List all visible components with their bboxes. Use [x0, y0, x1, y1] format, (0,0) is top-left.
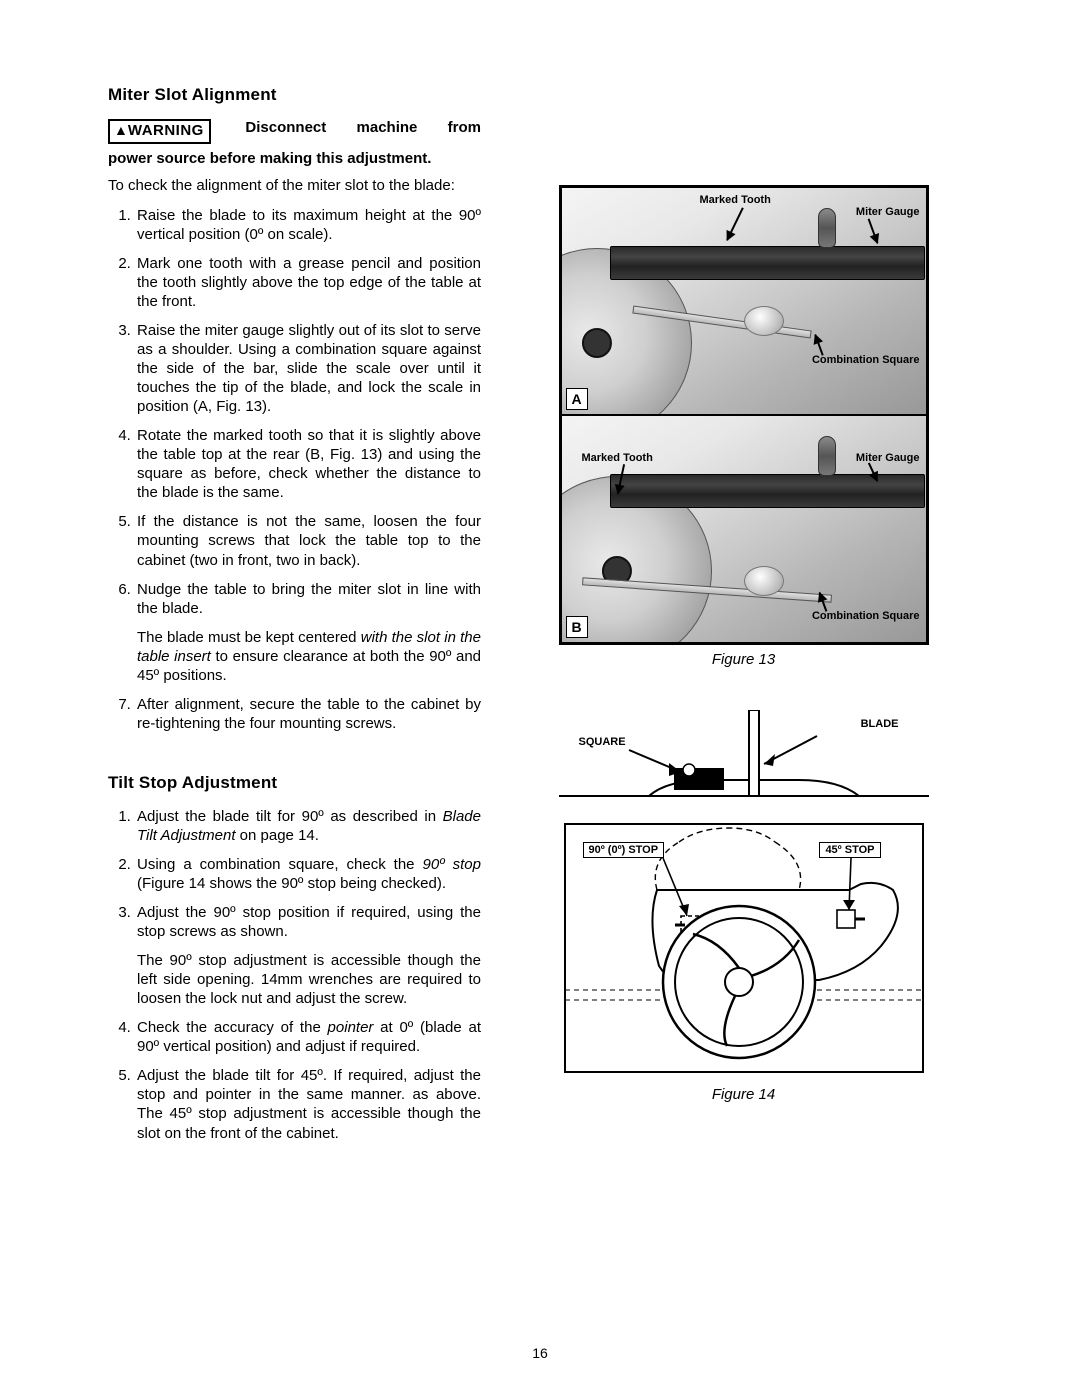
miter-steps-list: Raise the blade to its maximum height at… — [108, 206, 481, 733]
figure14-front-view: 90º (0º) STOP 45º STOP — [559, 820, 929, 1080]
intro-text: To check the alignment of the miter slot… — [108, 177, 481, 196]
figure14-caption: Figure 14 — [507, 1086, 980, 1103]
figure-13: Marked Tooth Miter Gauge Combination Squ… — [559, 185, 929, 645]
warning-label: WARNING — [128, 122, 204, 139]
right-column: Marked Tooth Miter Gauge Combination Squ… — [507, 85, 980, 1153]
miter-gauge-handle — [818, 208, 836, 248]
figure14-top-view: BLADE SQUARE — [559, 710, 929, 820]
miter-gauge-bar — [610, 246, 925, 280]
label-combination-square: Combination Square — [812, 354, 920, 366]
label-90-stop: 90º (0º) STOP — [583, 842, 665, 858]
miter-step-6: Nudge the table to bring the miter slot … — [135, 580, 481, 685]
combination-square-head — [744, 566, 784, 596]
label-45-stop: 45º STOP — [819, 842, 880, 858]
label-miter-gauge: Miter Gauge — [856, 206, 920, 218]
warning-box: ▲WARNING — [108, 119, 211, 144]
arrow-icon — [814, 334, 823, 355]
tilt-step-3-note: The 90º stop adjustment is accessible th… — [137, 951, 481, 1008]
section-heading-miter: Miter Slot Alignment — [108, 85, 481, 105]
figure13-panel-b: Marked Tooth Miter Gauge Combination Squ… — [561, 415, 927, 643]
tilt-step-1: Adjust the blade tilt for 90º as describ… — [135, 807, 481, 845]
miter-gauge-handle — [818, 436, 836, 476]
warning-text-1: Disconnect machine from — [245, 119, 481, 136]
left-column: Miter Slot Alignment ▲WARNING Disconnect… — [108, 85, 481, 1153]
tilt-step-5: Adjust the blade tilt for 45º. If requir… — [135, 1066, 481, 1142]
label-marked-tooth: Marked Tooth — [582, 452, 653, 464]
miter-step-1: Raise the blade to its maximum height at… — [135, 206, 481, 244]
label-combination-square: Combination Square — [812, 610, 920, 622]
label-miter-gauge: Miter Gauge — [856, 452, 920, 464]
figure13-panel-a: Marked Tooth Miter Gauge Combination Squ… — [561, 187, 927, 415]
figure14-front-svg — [559, 820, 929, 1080]
label-square: SQUARE — [579, 736, 626, 748]
warning-line1: ▲WARNING Disconnect machine from — [108, 119, 481, 144]
panel-tag-a: A — [566, 388, 588, 410]
tilt-step-3: Adjust the 90º stop position if required… — [135, 903, 481, 1008]
panel-tag-b: B — [566, 616, 588, 638]
tilt-steps-list: Adjust the blade tilt for 90º as describ… — [108, 807, 481, 1143]
miter-step-3: Raise the miter gauge slightly out of it… — [135, 321, 481, 416]
tilt-step-2: Using a combination square, check the 90… — [135, 855, 481, 893]
combination-square-head — [744, 306, 784, 336]
label-blade: BLADE — [861, 718, 899, 730]
warning-triangle-icon: ▲ — [114, 122, 128, 138]
arrow-icon — [867, 218, 878, 243]
miter-step-6-note: The blade must be kept centered with the… — [137, 628, 481, 685]
figure-14: BLADE SQUARE — [559, 710, 929, 1080]
section-heading-tilt: Tilt Stop Adjustment — [108, 773, 481, 793]
tilt-step-4: Check the accuracy of the pointer at 0º … — [135, 1018, 481, 1056]
miter-step-4: Rotate the marked tooth so that it is sl… — [135, 426, 481, 502]
arrow-icon — [726, 207, 744, 240]
figure13-caption: Figure 13 — [507, 651, 980, 668]
miter-step-2: Mark one tooth with a grease pencil and … — [135, 254, 481, 311]
miter-step-5: If the distance is not the same, loosen … — [135, 512, 481, 569]
page-number: 16 — [0, 1345, 1080, 1361]
warning-text-2: power source before making this adjustme… — [108, 150, 481, 167]
manual-page: Miter Slot Alignment ▲WARNING Disconnect… — [0, 0, 1080, 1397]
miter-step-7: After alignment, secure the table to the… — [135, 695, 481, 733]
label-marked-tooth: Marked Tooth — [700, 194, 771, 206]
